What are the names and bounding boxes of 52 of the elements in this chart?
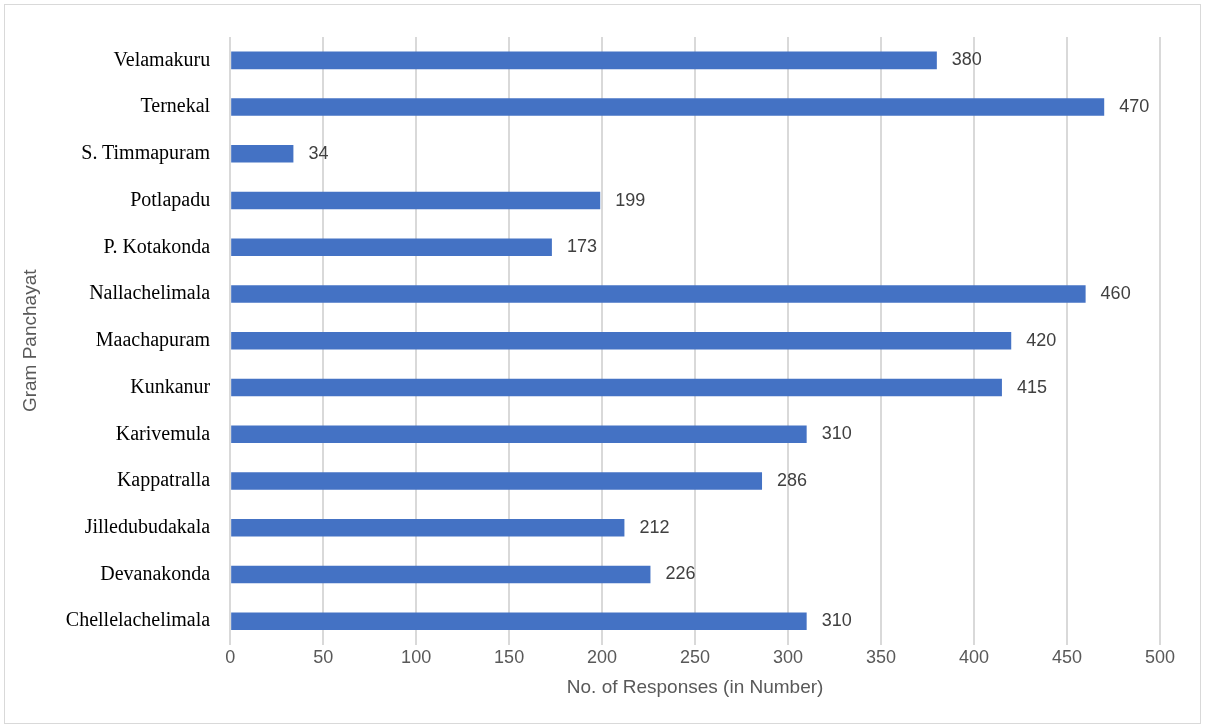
bar (231, 238, 552, 257)
data-label: 173 (566, 236, 597, 257)
data-label: 470 (1119, 96, 1150, 117)
bar (231, 98, 1105, 116)
data-label: 310 (821, 423, 852, 444)
data-label: 34 (308, 142, 329, 163)
bar (231, 285, 1086, 303)
x-tick-label: 400 (959, 647, 990, 668)
x-tick-label: 450 (1051, 647, 1083, 668)
x-tick-label: 300 (773, 647, 804, 668)
y-tick-label: Maachapuram (95, 328, 211, 352)
y-tick-label: Jilledubudakala (84, 515, 211, 537)
y-tick-label: Devanakonda (100, 561, 211, 584)
bar (231, 612, 807, 630)
y-tick-label: Kappatralla (116, 468, 211, 492)
y-tick-label: Karivemula (115, 421, 211, 444)
y-tick-label: Kunkanur (130, 374, 211, 397)
data-label: 226 (665, 563, 696, 584)
y-tick-label: Potlapadu (130, 187, 211, 211)
x-tick-label: 50 (313, 647, 334, 668)
x-tick-label: 500 (1144, 647, 1176, 668)
data-label: 286 (777, 469, 808, 490)
y-tick-label: S. Timmapuram (81, 141, 211, 165)
y-tick-label: P. Kotakonda (103, 234, 211, 257)
x-tick-label: 350 (866, 647, 897, 668)
data-label: 212 (639, 516, 670, 537)
x-tick-label: 150 (494, 647, 525, 668)
data-label: 380 (951, 49, 982, 70)
x-tick-label: 250 (680, 647, 711, 668)
y-tick-label: Ternekal (140, 94, 211, 117)
bar (231, 191, 601, 210)
x-tick-label: 200 (587, 647, 618, 668)
y-tick-label: Chellelachelimala (65, 608, 211, 631)
data-label: 415 (1016, 376, 1047, 397)
data-label: 420 (1026, 329, 1057, 350)
bar (231, 472, 763, 490)
x-tick-label: 100 (401, 647, 432, 668)
y-tick-label: Velamakuru (113, 47, 211, 70)
bar (231, 518, 625, 537)
bar (231, 145, 294, 163)
data-label: 460 (1100, 283, 1131, 304)
data-label: 199 (615, 189, 646, 210)
y-tick-label: Nallachelimala (89, 281, 211, 304)
bar (231, 378, 1002, 397)
bar (231, 425, 807, 444)
data-label: 310 (821, 610, 852, 631)
bar (231, 332, 1012, 350)
bar (231, 565, 651, 584)
y-axis-title: Gram Panchayat (18, 268, 40, 413)
bar (231, 51, 937, 70)
x-tick-label: 0 (225, 647, 236, 668)
x-axis-title: No. of Responses (in Number) (566, 675, 824, 697)
